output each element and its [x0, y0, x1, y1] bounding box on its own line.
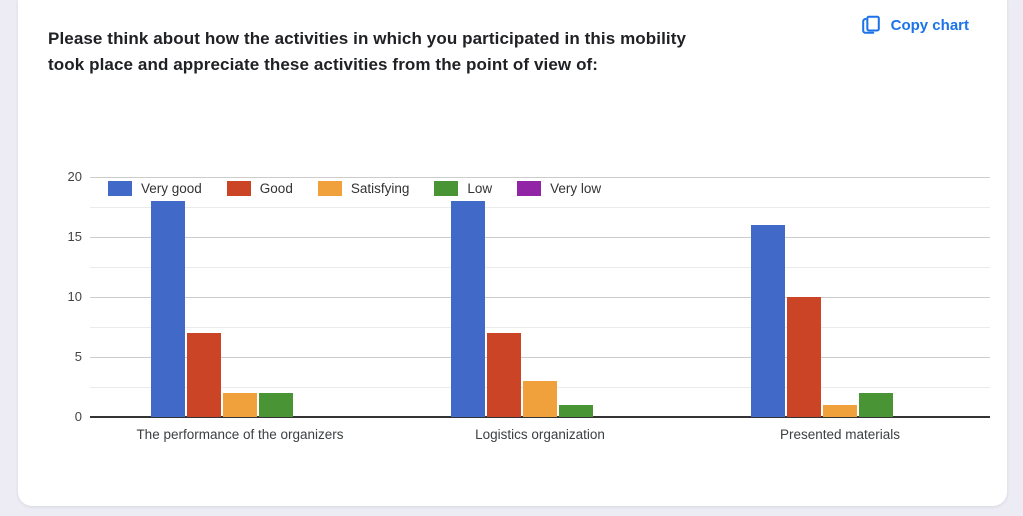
x-axis-label-logistics-organization: Logistics organization — [475, 427, 605, 442]
bar-satisfying-presented-materials — [823, 405, 857, 417]
bar-very-good-logistics-organization — [451, 201, 485, 417]
legend-swatch-low — [434, 181, 459, 196]
gridline-15 — [90, 237, 990, 238]
legend-label-very-low: Very low — [550, 181, 602, 196]
bar-satisfying-the-performance-of-the-organizers — [223, 393, 257, 417]
minor-gridline-12.5 — [90, 267, 990, 268]
question-title: Please think about how the activities in… — [48, 26, 848, 78]
legend-label-good: Good — [259, 181, 293, 196]
y-tick-label-20: 20 — [67, 169, 82, 184]
bar-low-the-performance-of-the-organizers — [259, 393, 293, 417]
plot-area — [90, 177, 990, 418]
x-axis-label-the-performance-of-the-organizers: The performance of the organizers — [136, 427, 344, 442]
bar-group-logistics-organization — [390, 177, 690, 417]
bar-group-presented-materials — [690, 177, 990, 417]
bar-good-presented-materials — [787, 297, 821, 417]
chart-legend: Very good Good Satisfying Low Very low — [108, 181, 601, 196]
bar-good-the-performance-of-the-organizers — [187, 333, 221, 417]
legend-swatch-good — [226, 181, 251, 196]
bar-group-the-performance-of-the-organizers — [90, 177, 390, 417]
y-tick-label-0: 0 — [74, 409, 82, 424]
bar-very-good-presented-materials — [751, 225, 785, 417]
minor-gridline-7.5 — [90, 327, 990, 328]
y-tick-label-10: 10 — [67, 289, 82, 304]
bar-satisfying-logistics-organization — [523, 381, 557, 417]
bar-low-logistics-organization — [559, 405, 593, 417]
x-axis-label-presented-materials: Presented materials — [779, 427, 901, 442]
bar-low-presented-materials — [859, 393, 893, 417]
y-tick-label-5: 5 — [74, 349, 82, 364]
response-card: Please think about how the activities in… — [18, 0, 1007, 506]
legend-swatch-very-low — [517, 181, 542, 196]
legend-swatch-very-good — [108, 181, 132, 196]
y-tick-label-15: 15 — [67, 229, 82, 244]
minor-gridline-17.5 — [90, 207, 990, 208]
legend-item-good: Good — [226, 181, 293, 196]
x-axis-labels: The performance of the organizers Logisti… — [90, 427, 990, 442]
gridline-5 — [90, 357, 990, 358]
bar-very-good-the-performance-of-the-organizers — [151, 201, 185, 417]
copy-icon — [860, 14, 882, 36]
legend-item-very-low: Very low — [517, 181, 601, 196]
legend-item-low: Low — [434, 181, 492, 196]
bar-groups — [90, 177, 990, 417]
question-title-line-2: took place and appreciate these activiti… — [48, 55, 599, 74]
bar-good-logistics-organization — [487, 333, 521, 417]
legend-item-satisfying: Satisfying — [317, 181, 410, 196]
gridline-20 — [90, 177, 990, 178]
question-title-line-1: Please think about how the activities in… — [48, 29, 687, 48]
copy-chart-label: Copy chart — [890, 16, 969, 34]
legend-label-satisfying: Satisfying — [350, 181, 410, 196]
legend-label-very-good: Very good — [141, 181, 202, 196]
legend-swatch-satisfying — [317, 181, 342, 196]
legend-label-low: Low — [467, 181, 493, 196]
gridline-10 — [90, 297, 990, 298]
x-axis-baseline — [90, 416, 990, 418]
copy-chart-button[interactable]: Copy chart — [860, 14, 969, 36]
y-axis: 0 5 10 15 20 — [18, 169, 82, 424]
legend-item-very-good: Very good — [108, 181, 202, 196]
